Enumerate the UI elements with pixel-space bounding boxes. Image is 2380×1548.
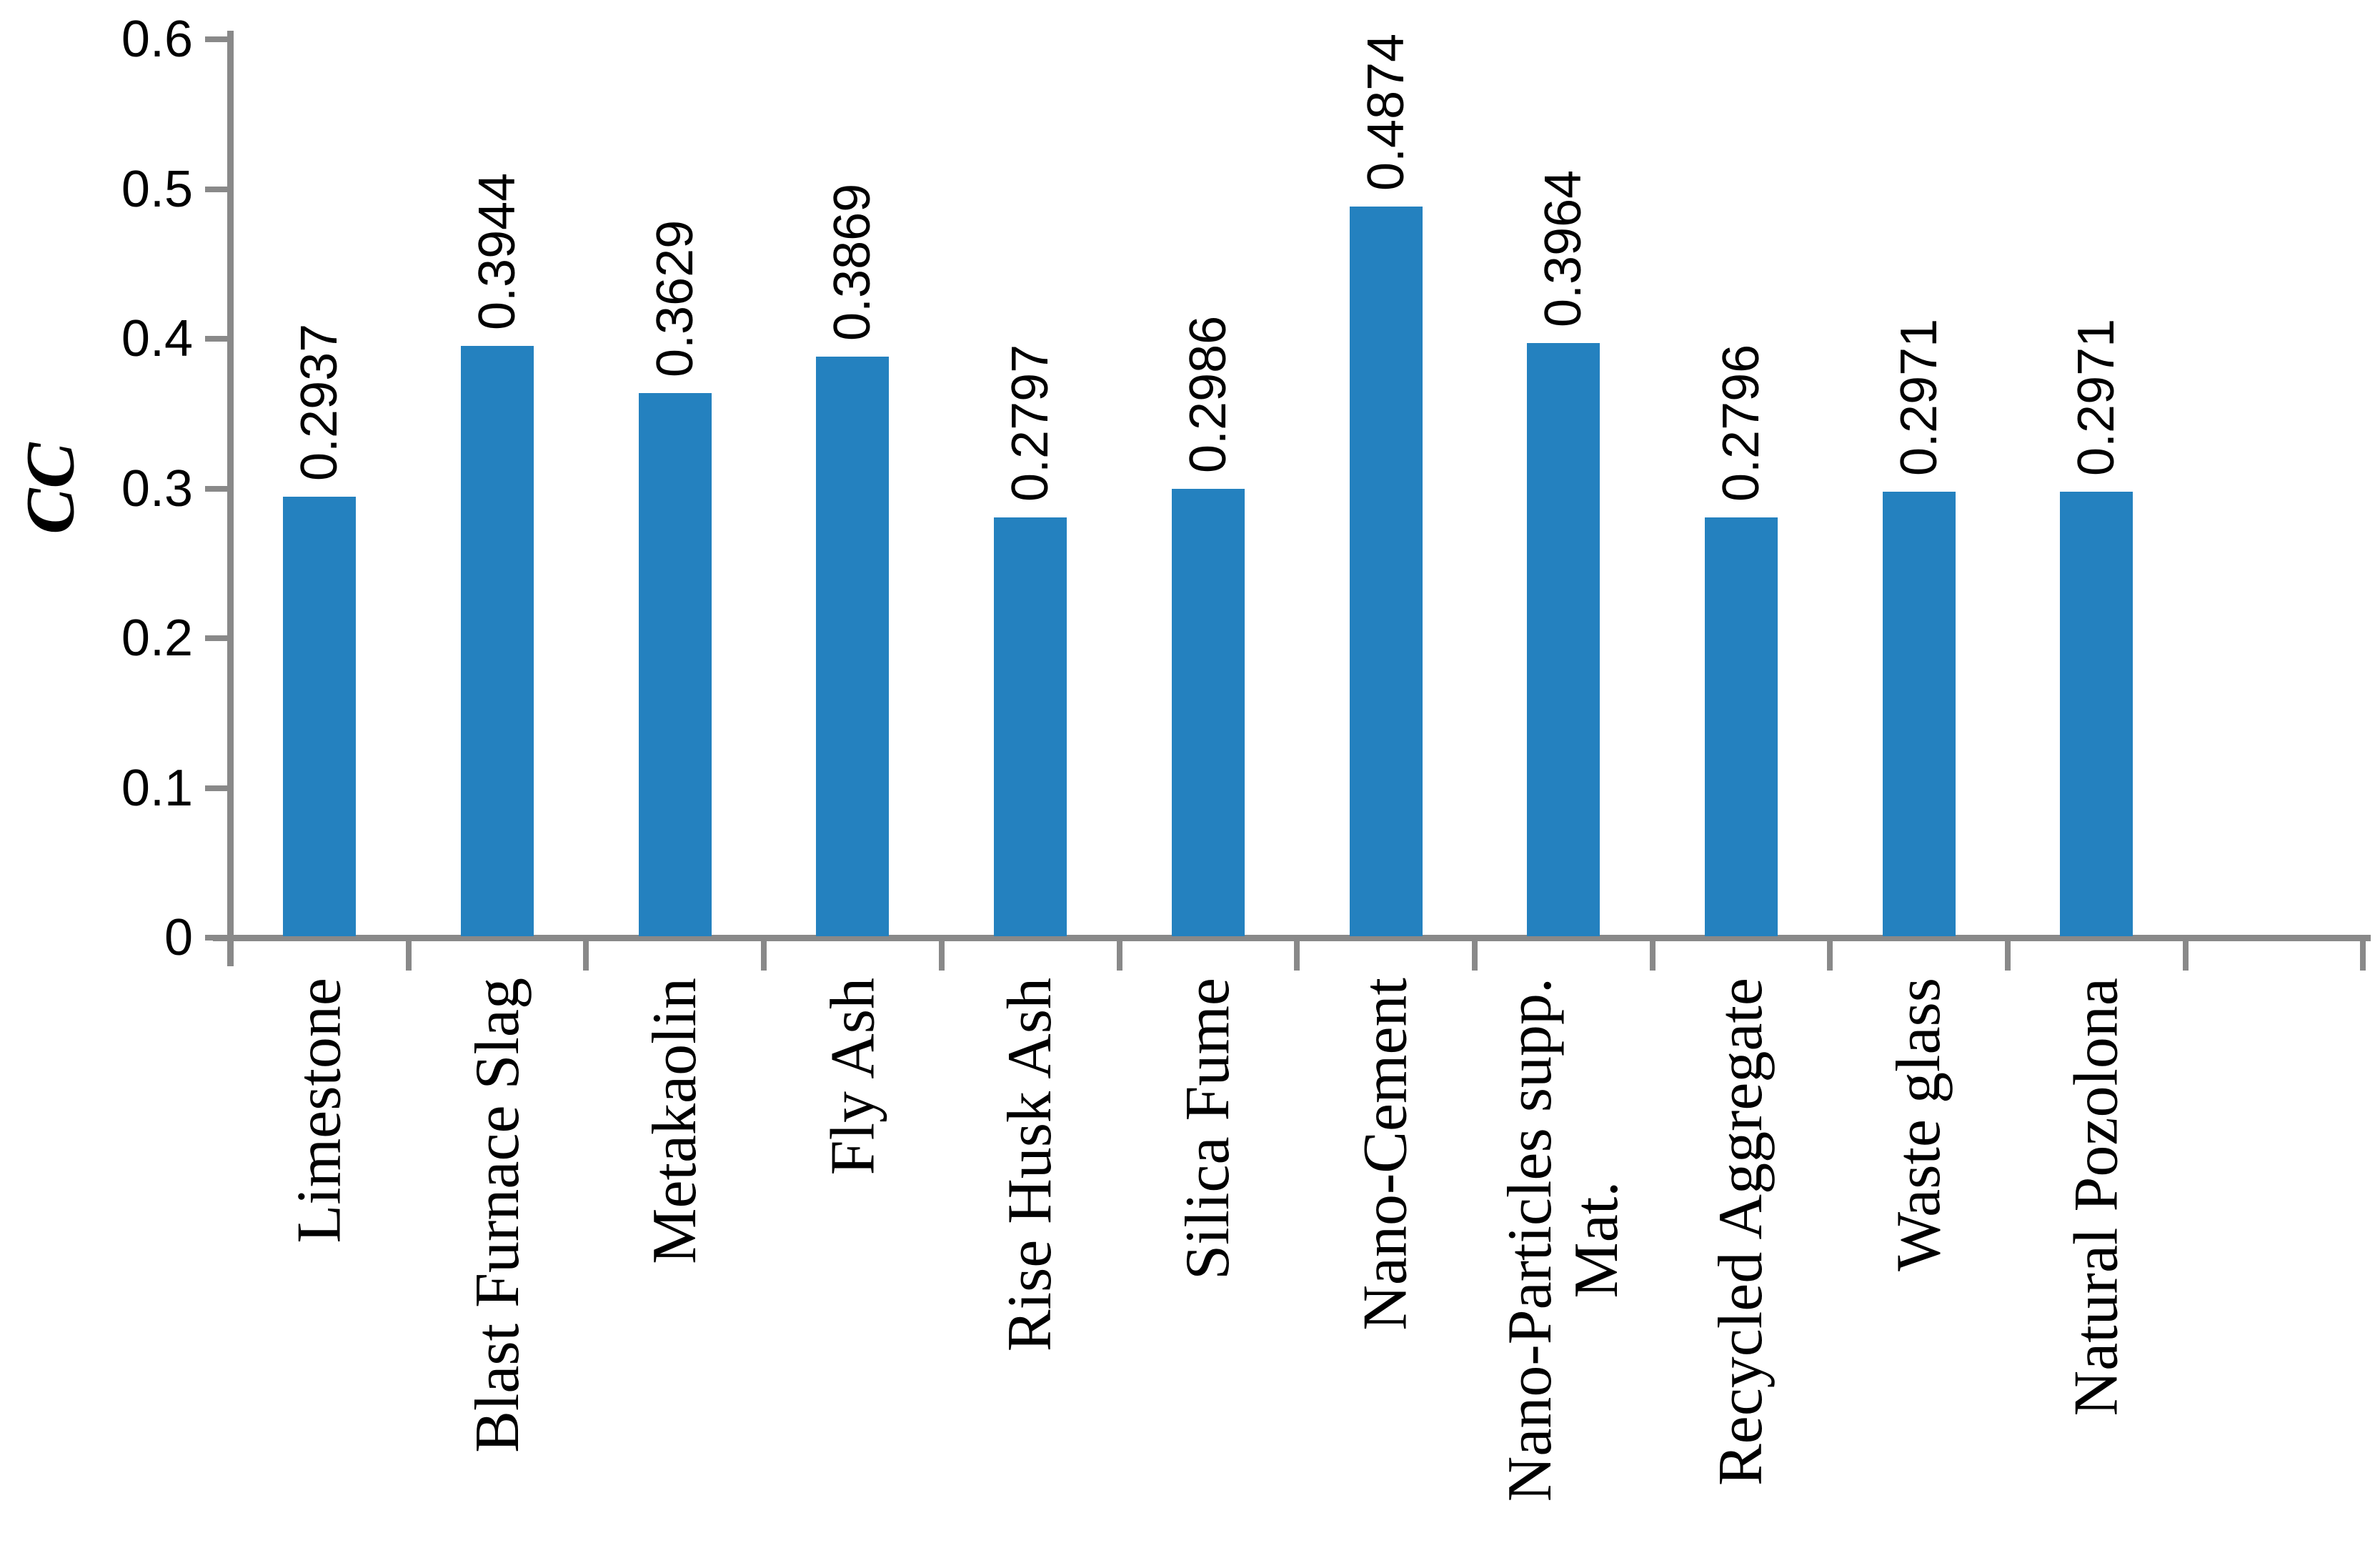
x-category-label: Metakaolin: [640, 978, 710, 1264]
x-axis-line: [213, 935, 2371, 941]
bar: [1882, 491, 1956, 936]
x-category-label: Natural Pozolona: [2061, 978, 2131, 1416]
y-tick: [204, 36, 228, 42]
x-tick: [405, 938, 412, 971]
x-category-label: Nano-Particles supp. Mat.: [1495, 978, 1632, 1502]
x-category-label: Recycled Aggregate: [1706, 978, 1776, 1487]
bar: [1171, 489, 1245, 936]
bar-value-label: 0.2986: [1179, 316, 1237, 474]
x-category-label: Blast Furnace Slag: [462, 978, 532, 1453]
y-tick-label: 0: [164, 909, 193, 966]
x-category-label: Limestone: [284, 978, 354, 1244]
bar-value-label: 0.4874: [1357, 33, 1415, 191]
bar: [994, 517, 1067, 936]
y-tick: [204, 785, 228, 791]
x-tick: [2005, 938, 2011, 971]
x-tick: [1294, 938, 1300, 971]
bar-value-label: 0.2937: [291, 323, 349, 481]
bar-value-label: 0.2797: [1002, 344, 1060, 502]
y-tick-label: 0.6: [121, 11, 193, 68]
bar: [816, 357, 890, 936]
bar: [638, 392, 712, 936]
x-tick: [1649, 938, 1655, 971]
bar: [1704, 517, 1778, 936]
y-tick: [204, 485, 228, 492]
bar-value-label: 0.3944: [469, 172, 527, 330]
bar-value-label: 0.2796: [1712, 344, 1770, 502]
y-tick: [204, 635, 228, 641]
bar-value-label: 0.2971: [1890, 318, 1948, 476]
x-category-label: Nano-Cement: [1351, 978, 1421, 1331]
y-tick: [204, 336, 228, 342]
y-tick-label: 0.5: [121, 160, 193, 218]
y-tick-label: 0.2: [121, 610, 193, 667]
bar: [1349, 206, 1423, 936]
x-category-label: Waste glass: [1884, 978, 1954, 1271]
bar: [283, 496, 357, 936]
x-tick: [1116, 938, 1122, 971]
bar: [461, 345, 534, 936]
x-category-label: Fly Ash: [817, 978, 887, 1176]
x-tick: [583, 938, 589, 971]
bar: [2060, 491, 2133, 936]
x-tick: [938, 938, 945, 971]
y-tick-label: 0.1: [121, 759, 193, 817]
x-tick: [2182, 938, 2189, 971]
y-axis-line: [227, 31, 234, 966]
bar-value-label: 0.2971: [2068, 318, 2126, 476]
x-tick: [1471, 938, 1478, 971]
x-tick: [761, 938, 767, 971]
x-category-label: Rise Husk Ash: [995, 978, 1065, 1352]
x-category-label: Silica Fume: [1173, 978, 1243, 1280]
x-tick: [1827, 938, 1833, 971]
bar: [1527, 342, 1600, 936]
bar-value-label: 0.3869: [824, 184, 882, 342]
y-tick: [204, 935, 228, 941]
x-tick: [2360, 938, 2366, 971]
y-tick-label: 0.3: [121, 460, 193, 517]
bar-value-label: 0.3629: [646, 219, 704, 377]
bar-value-label: 0.3964: [1535, 169, 1593, 327]
y-tick-label: 0.4: [121, 310, 193, 367]
y-tick: [204, 186, 228, 192]
